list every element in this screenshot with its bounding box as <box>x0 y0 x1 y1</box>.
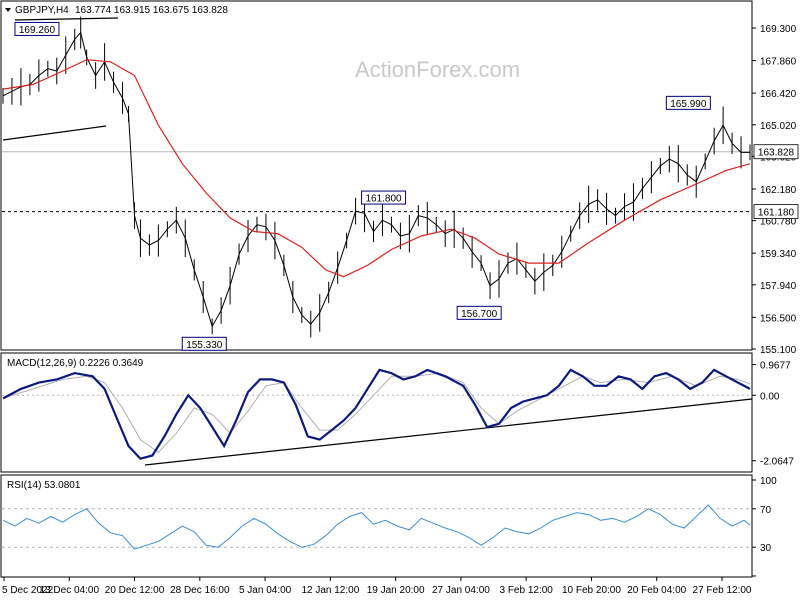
price-axis-label: 157.940 <box>760 281 797 292</box>
x-axis-label: 28 Dec 16:00 <box>170 585 230 596</box>
moving-average-line <box>2 59 751 278</box>
macd-title: MACD(12,26,9) 0.2226 0.3649 <box>7 358 144 369</box>
price-label-box <box>14 21 60 36</box>
price-label: 165.990 <box>670 99 707 110</box>
price-axis-label: 166.420 <box>760 89 797 100</box>
price-label: 169.260 <box>19 25 56 36</box>
price-axis-label: 167.860 <box>760 57 797 68</box>
current-price-label: 163.828 <box>758 148 795 159</box>
trendline-top <box>14 17 119 21</box>
chart-symbol: GBPJPY,H4 <box>15 5 69 16</box>
price-axis-label: 165.020 <box>760 121 797 132</box>
dropdown-arrow-icon[interactable] <box>5 8 11 12</box>
price-label: 155.330 <box>186 340 223 351</box>
price-label: 156.700 <box>461 309 498 320</box>
price-series <box>2 31 750 328</box>
x-axis-label: 27 Feb 12:00 <box>693 585 752 596</box>
price-label-box <box>181 336 227 351</box>
price-axis-label: 160.780 <box>760 217 797 228</box>
price-axis-label: 155.100 <box>760 345 797 356</box>
x-axis-label: 20 Feb 04:00 <box>627 585 686 596</box>
price-axis-label: 156.500 <box>760 313 797 324</box>
macd-axis-label: -2.0647 <box>760 457 794 468</box>
price-label-box <box>361 190 407 205</box>
chart-ohlc: 163.774 163.915 163.675 163.828 <box>75 5 228 16</box>
rsi-title: RSI(14) 53.0801 <box>7 480 81 491</box>
x-axis-label: 27 Jan 04:00 <box>432 585 490 596</box>
rsi-axis-label: 100 <box>760 476 777 487</box>
rsi-axis-label: 30 <box>760 543 772 554</box>
price-axis-label: 169.300 <box>760 24 797 35</box>
rsi-pane <box>0 474 753 578</box>
macd-axis-label: 0.9677 <box>760 361 791 372</box>
macd-pane <box>0 352 753 473</box>
price-axis-label: 159.340 <box>760 249 797 260</box>
x-axis-label: 20 Dec 12:00 <box>105 585 165 596</box>
x-axis-label: 19 Jan 20:00 <box>367 585 425 596</box>
x-axis-label: 5 Dec 2022 <box>2 585 54 596</box>
level-price-label: 161.180 <box>758 208 795 219</box>
level-price-tag <box>753 204 799 219</box>
price-axis-label: 162.180 <box>760 185 797 196</box>
trendline-left <box>2 125 107 141</box>
macd-trendline <box>144 398 753 466</box>
price-pane <box>0 0 753 351</box>
x-axis-label: 10 Feb 20:00 <box>562 585 621 596</box>
price-label: 161.800 <box>365 194 402 205</box>
x-axis-label: 3 Feb 12:00 <box>499 585 553 596</box>
rsi-line <box>2 504 751 550</box>
macd-line <box>2 368 751 460</box>
price-label-box <box>665 95 711 110</box>
current-price-tag <box>753 144 799 160</box>
rsi-axis-label: 70 <box>760 505 772 516</box>
macd-axis-label: 0.00 <box>760 391 780 402</box>
x-axis-label: 5 Jan 04:00 <box>239 585 292 596</box>
price-label-box <box>456 305 502 320</box>
x-axis-label: 12 Jan 12:00 <box>301 585 359 596</box>
watermark: ActionForex.com <box>355 57 520 82</box>
x-axis-label: 13 Dec 04:00 <box>40 585 100 596</box>
chart-dynamic-layer: 169.300167.860166.420165.020163.620162.1… <box>2 16 799 596</box>
macd-signal-line <box>2 372 751 453</box>
